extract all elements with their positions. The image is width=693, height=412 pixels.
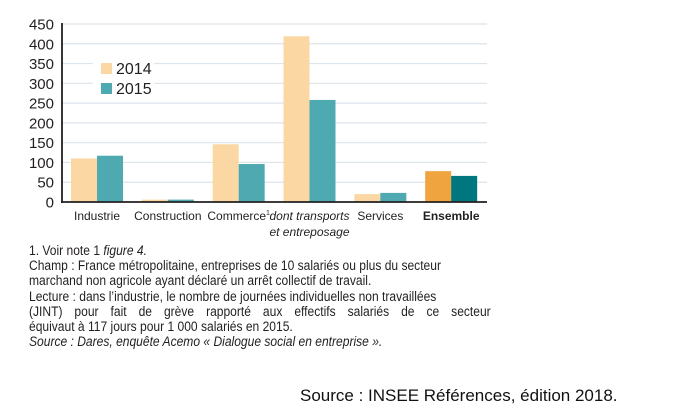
legend-label-2015: 2015	[116, 81, 152, 98]
bar-2015-0	[97, 155, 123, 202]
bar-2015-5	[451, 175, 478, 202]
y-tick-label: 250	[29, 96, 54, 113]
note-1: 1. Voir note 1 figure 4.	[29, 243, 147, 258]
y-axis-ticks: 0 50 100 150 200 250 300 350 400 450	[29, 17, 54, 212]
bar-2014-3	[283, 36, 310, 202]
bar-2014-0	[71, 158, 97, 202]
champ-line-1: Champ : France métropolitaine, entrepris…	[29, 258, 441, 274]
y-tick-label: 150	[29, 135, 54, 152]
champ-line-2: marchand non agricole ayant déclaré un a…	[29, 273, 372, 289]
x-tick-superscript: 1	[266, 210, 270, 217]
footer-source: Source : INSEE Références, édition 2018.	[300, 386, 618, 405]
bar-2014-2	[212, 144, 239, 202]
y-tick-label: 0	[46, 195, 54, 212]
bar-chart: 0 50 100 150 200 250 300 350 400 450 2014 2015 Ind…	[29, 17, 487, 239]
y-tick-label: 50	[37, 175, 54, 192]
bar-2015-4	[380, 192, 407, 202]
chart-notes: 1. Voir note 1 figure 4. Champ : France …	[29, 243, 491, 350]
legend: 2014 2015	[101, 61, 152, 98]
y-tick-label: 450	[29, 17, 54, 34]
bar-2014-1	[141, 199, 168, 202]
y-tick-label: 100	[29, 155, 54, 172]
source-note: Source : Dares, enquête Acemo « Dialogue…	[29, 334, 383, 350]
legend-label-2014: 2014	[116, 61, 152, 78]
legend-swatch-2015	[101, 83, 112, 94]
x-tick-label: Commerce1	[207, 209, 270, 223]
x-tick-label: Services	[357, 209, 403, 223]
x-tick-label: Construction	[134, 209, 201, 223]
bar-2015-2	[238, 164, 265, 202]
y-tick-label: 200	[29, 115, 54, 132]
legend-swatch-2014	[101, 63, 112, 74]
bar-2015-1	[167, 199, 194, 202]
x-axis-labels: Industrie Construction Commerce1 dont trans…	[74, 209, 480, 239]
x-tick-label: Industrie	[74, 209, 120, 223]
gridlines	[62, 23, 487, 183]
lecture-line-2: (JINT) pour fait de grève rapporté aux e…	[29, 303, 491, 319]
bar-2014-5	[425, 171, 452, 202]
y-tick-label: 350	[29, 56, 54, 73]
x-tick-label: Ensemble	[423, 209, 480, 223]
bar-2014-4	[354, 194, 381, 202]
lecture-line-1: Lecture : dans l’industrie, le nombre de…	[29, 288, 437, 304]
bar-2015-3	[309, 99, 336, 202]
x-tick-label: dont transports	[269, 209, 349, 223]
bars	[71, 36, 478, 202]
x-tick-label-line2: et entreposage	[269, 225, 349, 239]
y-tick-label: 400	[29, 36, 54, 53]
y-tick-label: 300	[29, 76, 54, 93]
lecture-line-3: équivaut à 117 jours pour 1 000 salariés…	[29, 319, 293, 335]
